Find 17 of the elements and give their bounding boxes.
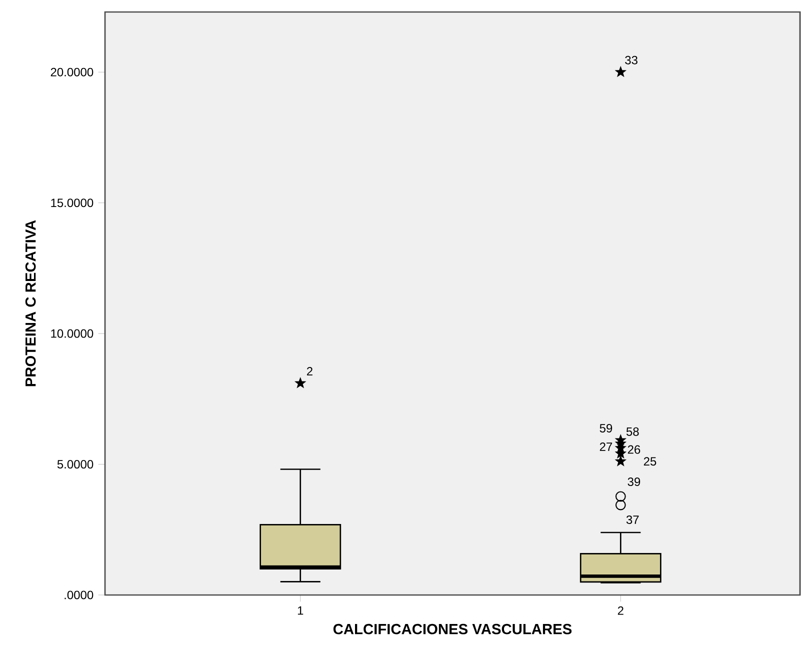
y-tick-label: 15.0000 — [51, 198, 94, 208]
y-tick-label: .0000 — [64, 590, 94, 600]
annotation: 33 — [625, 56, 638, 64]
annotation: 2 — [306, 367, 312, 376]
y-axis-title: PROTEINA C RECATIVA — [25, 220, 36, 386]
annotation: 39 — [628, 478, 640, 486]
annotation: 37 — [626, 515, 639, 524]
y-tick-label: 20.0000 — [50, 68, 94, 76]
annotation: 59 — [600, 424, 612, 432]
annotation: 58 — [626, 427, 639, 436]
y-tick-label: 10.0000 — [51, 329, 94, 338]
x-tick-label: 1 — [298, 606, 304, 615]
annotation: 26 — [628, 445, 640, 454]
x-axis-title: CALCIFICACIONES VASCULARES — [333, 624, 572, 634]
annotation: 27 — [600, 442, 612, 451]
y-tick-label: 5.0000 — [57, 460, 94, 469]
annotation: 25 — [644, 457, 656, 466]
